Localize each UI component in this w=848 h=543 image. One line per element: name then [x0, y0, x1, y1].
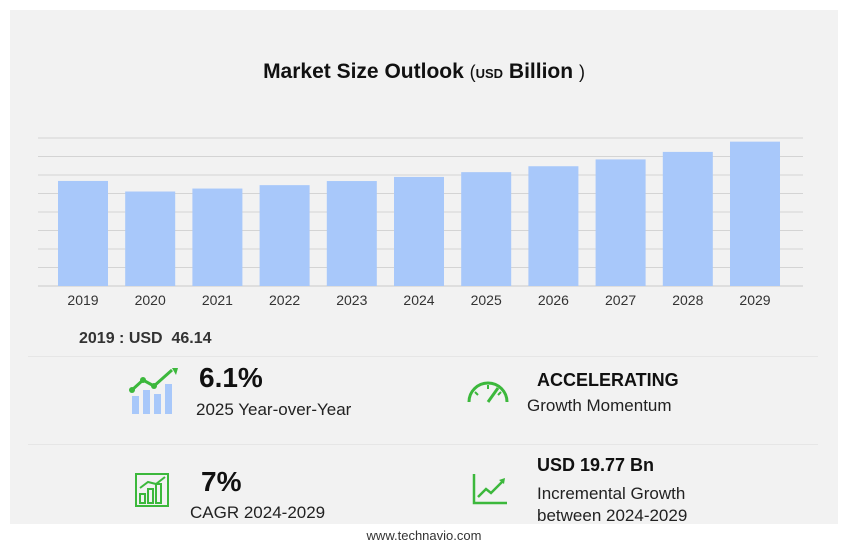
first-year-label: 2019 : USD [79, 330, 163, 347]
x-tick-label-2023: 2023 [336, 292, 367, 308]
momentum-label: Growth Momentum [527, 396, 672, 415]
chart-bars [58, 141, 780, 286]
bar-chart: 2019 2020 2021 2022 2023 2024 2025 2026 2027 2028… [38, 137, 803, 308]
yoy-value: 6.1% [199, 362, 263, 393]
bar-2025 [461, 172, 512, 286]
speedometer-icon [467, 381, 509, 403]
chart-title: Market Size Outlook (USD Billion ) [10, 60, 838, 84]
incremental-value: USD 19.77 Bn [537, 455, 655, 475]
x-tick-label-2022: 2022 [269, 292, 300, 308]
divider-middle [28, 444, 818, 445]
cagr-value: 7% [201, 466, 242, 497]
x-tick-label-2020: 2020 [135, 292, 166, 308]
momentum-value: ACCELERATING [537, 370, 679, 390]
yoy-label: 2025 Year-over-Year [196, 400, 352, 419]
bar-2021 [192, 188, 243, 286]
first-year-number: 46.14 [171, 330, 212, 347]
bar-2028 [662, 151, 713, 286]
x-tick-label-2025: 2025 [471, 292, 502, 308]
title-unit-currency: USD [475, 66, 504, 81]
title-paren-close: ) [578, 62, 585, 82]
bar-trend-icon [129, 368, 178, 414]
divider-top [28, 356, 818, 357]
x-tick-label-2028: 2028 [672, 292, 703, 308]
x-tick-label-2019: 2019 [67, 292, 98, 308]
x-tick-label-2021: 2021 [202, 292, 233, 308]
bar-2026 [528, 166, 579, 286]
title-text: Market Size Outlook [263, 60, 464, 83]
bar-2020 [125, 191, 176, 286]
title-paren-open: ( [469, 62, 476, 82]
cagr-label: CAGR 2024-2029 [190, 503, 326, 522]
x-tick-label-2027: 2027 [605, 292, 636, 308]
incremental-label-1: Incremental Growth [537, 484, 686, 503]
bar-2022 [259, 185, 310, 286]
incremental-label-2: between 2024-2029 [537, 506, 688, 525]
chart-x-labels: 2019 2020 2021 2022 2023 2024 2025 2026 2027 2028… [67, 292, 770, 308]
bar-2027 [595, 159, 646, 286]
bar-2023 [326, 181, 377, 286]
growth-chart-icon [135, 473, 169, 507]
x-tick-label-2029: 2029 [739, 292, 770, 308]
bar-2029 [730, 141, 780, 286]
line-trend-icon [472, 474, 507, 505]
first-year-value: 2019 : USD 46.14 [79, 330, 212, 348]
footer-url: www.technavio.com [366, 528, 482, 543]
bar-2024 [394, 176, 444, 286]
x-tick-label-2024: 2024 [403, 292, 434, 308]
x-tick-label-2026: 2026 [538, 292, 569, 308]
bar-2019 [58, 180, 108, 286]
title-unit: Billion [508, 60, 574, 83]
